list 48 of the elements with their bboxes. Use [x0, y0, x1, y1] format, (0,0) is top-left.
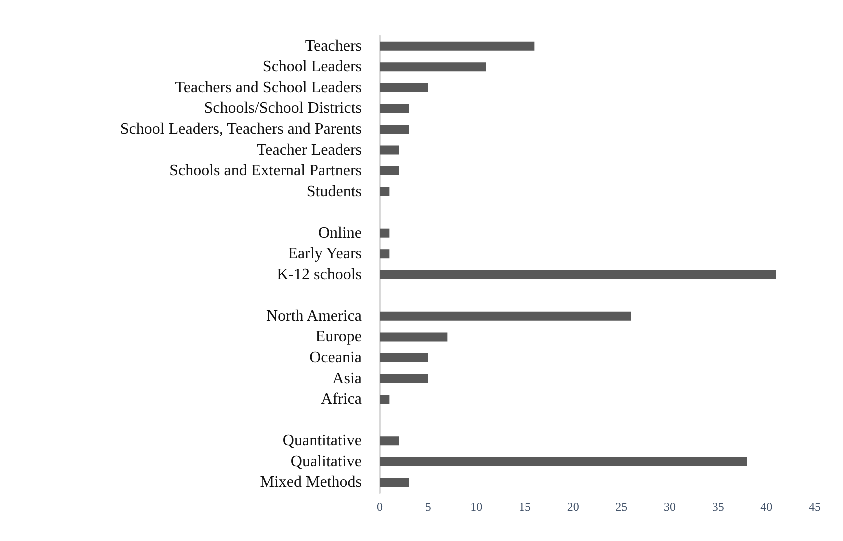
y-tick-label: Teachers and School Leaders: [175, 79, 362, 96]
bar: [380, 353, 428, 362]
bar: [380, 270, 776, 280]
y-tick-label: Asia: [332, 370, 362, 388]
bar: [380, 124, 409, 134]
bar: [380, 374, 428, 384]
bar: [380, 332, 448, 342]
y-tick-label: Oceania: [310, 349, 362, 366]
bar: [380, 478, 409, 488]
y-tick-label: Online: [318, 224, 362, 242]
y-tick-label: Europe: [316, 328, 362, 346]
x-tick-label: 20: [567, 500, 580, 514]
y-tick-label: Teachers: [305, 38, 362, 55]
x-tick-label: 45: [809, 500, 821, 514]
y-tick-label: Schools/School Districts: [204, 100, 362, 118]
x-tick-label: 15: [519, 500, 531, 514]
x-tick-label: 0: [377, 500, 383, 514]
bar: [380, 395, 390, 404]
y-tick-label: Africa: [321, 391, 362, 408]
bar: [380, 62, 486, 72]
bar: [380, 312, 632, 321]
bar: [380, 436, 400, 446]
bar: [380, 166, 400, 176]
bar: [380, 250, 390, 259]
bar: [380, 42, 535, 51]
x-tick-label: 10: [470, 500, 483, 514]
y-tick-label: Qualitative: [290, 453, 362, 470]
x-tick-label: 30: [664, 500, 676, 514]
y-tick-label: Quantitative: [282, 432, 362, 450]
bar: [380, 228, 390, 238]
x-tick-label: 35: [712, 500, 724, 514]
x-tick-label: 40: [760, 500, 773, 514]
y-tick-label: School Leaders: [262, 58, 362, 76]
y-tick-label: North America: [266, 308, 362, 325]
bar: [380, 187, 390, 196]
x-tick-label: 5: [425, 500, 432, 514]
bar: [380, 457, 748, 466]
y-tick-label: School Leaders, Teachers and Parents: [120, 120, 362, 138]
y-tick-label: Teacher Leaders: [256, 142, 362, 159]
bar: [380, 104, 409, 114]
y-tick-label: Early Years: [288, 246, 362, 263]
y-tick-label: Schools and External Partners: [170, 162, 362, 180]
y-tick-label: K-12 schools: [277, 266, 362, 284]
bar: [380, 83, 428, 92]
x-tick-label: 25: [616, 500, 628, 514]
y-tick-label: Mixed Methods: [260, 474, 362, 492]
y-tick-label: Students: [306, 183, 362, 200]
bar: [380, 146, 400, 155]
